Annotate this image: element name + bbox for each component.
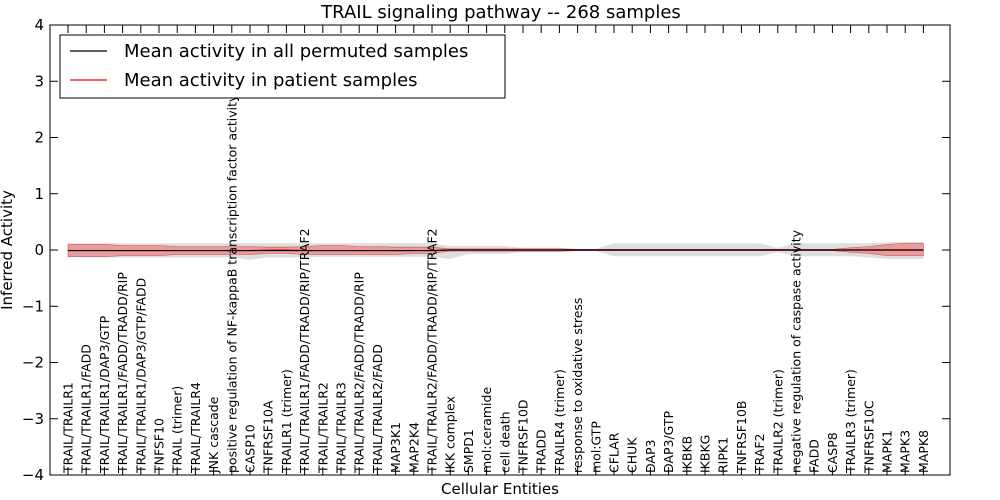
x-tick-label: positive regulation of NF-kappaB transcr… [224, 94, 239, 473]
y-axis-title: Inferred Activity [0, 190, 16, 310]
x-tick-label: DAP3 [643, 440, 658, 473]
x-tick-label: DAP3/GTP [661, 410, 676, 473]
plot-area [67, 242, 924, 260]
x-tick-label: TRAILR4 (trimer) [552, 369, 567, 474]
x-tick-label: JNK cascade [206, 396, 221, 474]
y-tick-label: 3 [34, 72, 44, 90]
x-tick-label: TRAILR1 (trimer) [279, 369, 294, 474]
chart-title: TRAIL signaling pathway -- 268 samples [320, 2, 681, 23]
x-tick-label: cell death [497, 411, 512, 473]
x-tick-label: TNFRSF10B [734, 401, 749, 474]
x-tick-label: TNFRSF10D [516, 399, 531, 474]
y-tick-label: 1 [34, 185, 44, 203]
legend: Mean activity in all permuted samples Me… [59, 34, 506, 99]
x-tick-label: TNFRSF10A [261, 400, 276, 474]
x-tick-label: TNFRSF10C [861, 400, 876, 474]
x-tick-label: TRAF2 [752, 433, 767, 474]
y-tick-label: 0 [34, 241, 44, 259]
x-axis-title: Cellular Entities [441, 480, 559, 498]
x-tick-label: TRAIL/TRAILR1/FADD [79, 344, 94, 474]
x-tick-label: TRAIL/TRAILR2/FADD/TRADD/RIP [352, 272, 367, 474]
legend-label-patient: Mean activity in patient samples [124, 70, 418, 91]
x-tick-label: TRAIL/TRAILR1 [61, 382, 76, 474]
y-tick-label: 4 [34, 16, 44, 34]
legend-label-permuted: Mean activity in all permuted samples [124, 41, 468, 62]
x-tick-label: TRAIL/TRAILR1/DAP3/GTP/FADD [133, 278, 148, 474]
x-tick-label: FADD [807, 439, 822, 473]
x-tick-label: CFLAR [607, 432, 622, 473]
x-tick-label: mol:ceramide [479, 387, 494, 473]
y-tick-label: −4 [22, 466, 44, 484]
x-tick-label: RIPK1 [716, 437, 731, 473]
y-tick-label: −2 [22, 354, 44, 372]
x-tick-label: TRAIL (trimer) [170, 386, 185, 474]
x-tick-label: MAPK8 [916, 430, 931, 473]
x-tick-label: TRAIL/TRAILR1/FADD/TRADD/RIP [115, 272, 130, 474]
x-tick-label: CHUK [625, 437, 640, 473]
x-tick-label: CASP10 [243, 424, 258, 473]
x-tick-label: MAPK1 [880, 430, 895, 473]
x-tick-label: TRADD [534, 429, 549, 474]
x-tick-label: MAPK3 [898, 430, 913, 473]
x-tick-label: MAP2K4 [406, 422, 421, 473]
x-tick-label: IKK complex [443, 396, 458, 473]
x-tick-label: response to oxidative stress [570, 298, 585, 473]
x-tick-label: TRAILR2 (trimer) [770, 369, 785, 474]
x-tick-label: TRAIL/TRAILR3 [334, 382, 349, 474]
x-tick-label: TNFSF10 [152, 418, 167, 474]
x-tick-label: IKBKB [679, 436, 694, 473]
x-tick-label: TRAIL/TRAILR4 [188, 382, 203, 474]
x-tick-label: TRAIL/TRAILR1/FADD/TRADD/RIP/TRAF2 [297, 228, 312, 474]
x-tick-label: TRAIL/TRAILR2 [315, 382, 330, 474]
x-tick-label: TRAIL/TRAILR2/FADD/TRADD/RIP/TRAF2 [425, 228, 440, 474]
x-tick-label: negative regulation of caspase activity [789, 229, 804, 473]
x-tick-label: MAP3K1 [388, 422, 403, 473]
y-tick-label: −3 [22, 410, 44, 428]
x-tick-label: TRAIL/TRAILR1/DAP3/GTP [97, 315, 112, 474]
legend-box [59, 34, 506, 99]
y-tick-label: 2 [34, 129, 44, 147]
x-tick-label: SMPD1 [461, 429, 476, 473]
x-tick-label: TRAILR3 (trimer) [843, 369, 858, 474]
x-tick-label: TRAIL/TRAILR2/FADD [370, 344, 385, 474]
x-tick-label: IKBKG [698, 435, 713, 473]
x-tick-label: mol:GTP [588, 421, 603, 473]
series-line-0 [68, 249, 924, 252]
y-tick-label: −1 [22, 297, 44, 315]
x-tick-label: CASP8 [825, 432, 840, 473]
